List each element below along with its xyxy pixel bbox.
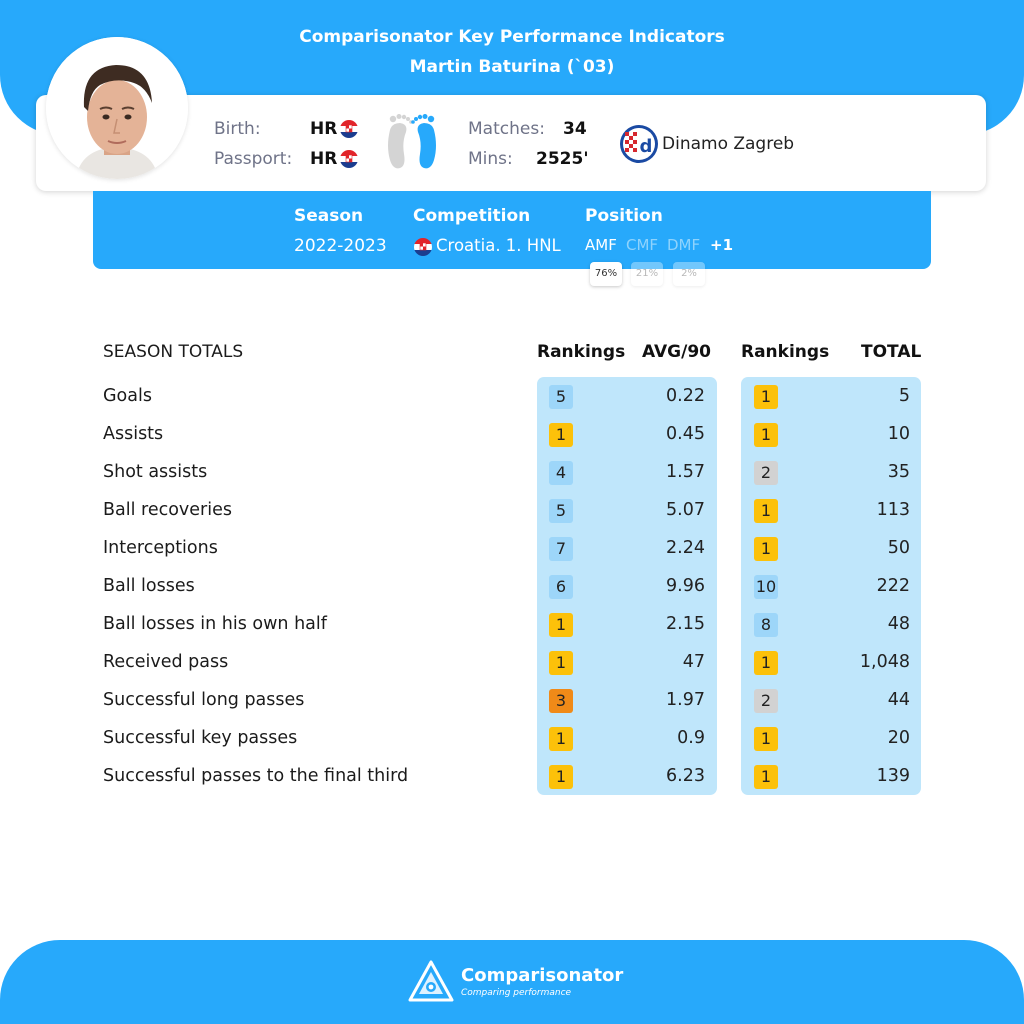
rank-badge-avg: 1: [549, 651, 573, 675]
total-value: 139: [876, 766, 910, 786]
position-more[interactable]: +1: [710, 236, 734, 254]
col-rankings-total: Rankings: [741, 342, 830, 362]
avg-value: 5.07: [666, 500, 705, 520]
rank-badge-total: 1: [754, 537, 778, 561]
row-label: Successful key passes: [103, 728, 298, 748]
position-pct-tertiary: 2%: [673, 262, 705, 286]
position-tertiary: DMF: [667, 236, 701, 254]
rank-badge-avg: 1: [549, 727, 573, 751]
rank-badge-total: 1: [754, 499, 778, 523]
feet-icon: [380, 110, 444, 176]
avg-value: 0.9: [677, 728, 705, 748]
rank-badge-avg: 6: [549, 575, 573, 599]
croatia-flag-icon: [340, 150, 358, 168]
position-primary: AMF: [585, 236, 617, 254]
total-value: 48: [887, 614, 910, 634]
total-value: 50: [887, 538, 910, 558]
player-info-card: [36, 95, 986, 191]
total-value: 113: [876, 500, 910, 520]
avg-value: 1.57: [666, 462, 705, 482]
col-avg: AVG/90: [642, 342, 711, 362]
row-label: Ball recoveries: [103, 500, 232, 520]
rank-badge-total: 1: [754, 765, 778, 789]
croatia-flag-icon: [414, 238, 432, 256]
row-label: Shot assists: [103, 462, 208, 482]
row-label: Ball losses in his own half: [103, 614, 327, 634]
rank-badge-total: 1: [754, 651, 778, 675]
rank-badge-total: 1: [754, 727, 778, 751]
season-band: [93, 191, 931, 269]
competition-value: Croatia. 1. HNL: [436, 236, 561, 255]
mins-value: 2525': [536, 149, 589, 169]
total-value: 35: [887, 462, 910, 482]
season-label: Season: [294, 206, 364, 226]
rank-badge-avg: 4: [549, 461, 573, 485]
rank-badge-avg: 3: [549, 689, 573, 713]
avg-value: 0.22: [666, 386, 705, 406]
footer-band: [0, 940, 1024, 1024]
competition-label: Competition: [413, 206, 531, 226]
footer-tagline: Comparing performance: [461, 988, 572, 998]
avg-value: 1.97: [666, 690, 705, 710]
club-name: Dinamo Zagreb: [662, 134, 795, 154]
rank-badge-total: 1: [754, 423, 778, 447]
birth-label: Birth:: [214, 119, 261, 139]
dinamo-zagreb-crest-icon: d: [619, 124, 659, 168]
page-title: Comparisonator Key Performance Indicator…: [299, 27, 725, 47]
total-value: 20: [887, 728, 910, 748]
total-value: 10: [887, 424, 910, 444]
rank-badge-total: 2: [754, 461, 778, 485]
rank-badge-avg: 1: [549, 613, 573, 637]
avg-value: 9.96: [666, 576, 705, 596]
rank-badge-avg: 7: [549, 537, 573, 561]
footer-brand: Comparisonator: [461, 965, 624, 986]
rank-badge-avg: 1: [549, 765, 573, 789]
rank-badge-total: 2: [754, 689, 778, 713]
rank-badge-avg: 5: [549, 385, 573, 409]
matches-label: Matches:: [468, 119, 545, 139]
row-label: Successful passes to the final third: [103, 766, 409, 786]
row-label: Received pass: [103, 652, 229, 672]
avg-value: 0.45: [666, 424, 705, 444]
section-title: SEASON TOTALS: [103, 342, 244, 362]
player-photo: [46, 37, 188, 179]
comparisonator-logo-icon: [408, 960, 454, 1006]
avg-value: 47: [682, 652, 705, 672]
row-label: Assists: [103, 424, 164, 444]
position-pct-secondary: 21%: [631, 262, 663, 286]
mins-label: Mins:: [468, 149, 513, 169]
row-label: Successful long passes: [103, 690, 305, 710]
position-pct-primary: 76%: [590, 262, 622, 286]
rank-badge-total: 1: [754, 385, 778, 409]
passport-label: Passport:: [214, 149, 293, 169]
rank-badge-total: 8: [754, 613, 778, 637]
total-value: 5: [898, 386, 910, 406]
rank-badge-total: 10: [754, 575, 778, 599]
col-total: TOTAL: [861, 342, 922, 362]
svg-text:d: d: [640, 136, 653, 157]
rank-badge-avg: 5: [549, 499, 573, 523]
croatia-flag-icon: [340, 120, 358, 138]
player-name: Martin Baturina (`03): [409, 57, 615, 77]
matches-value: 34: [563, 119, 587, 139]
row-label: Ball losses: [103, 576, 195, 596]
col-rankings-avg: Rankings: [537, 342, 626, 362]
total-value: 44: [887, 690, 910, 710]
avg-value: 6.23: [666, 766, 705, 786]
row-label: Goals: [103, 386, 152, 406]
avg-value: 2.24: [666, 538, 705, 558]
passport-value: HR: [310, 149, 338, 169]
row-label: Interceptions: [103, 538, 218, 558]
position-secondary: CMF: [626, 236, 659, 254]
position-label: Position: [585, 206, 663, 226]
rank-badge-avg: 1: [549, 423, 573, 447]
total-value: 1,048: [859, 652, 910, 672]
total-value: 222: [876, 576, 910, 596]
season-value: 2022-2023: [294, 236, 387, 256]
avg-value: 2.15: [666, 614, 705, 634]
birth-value: HR: [310, 119, 338, 139]
